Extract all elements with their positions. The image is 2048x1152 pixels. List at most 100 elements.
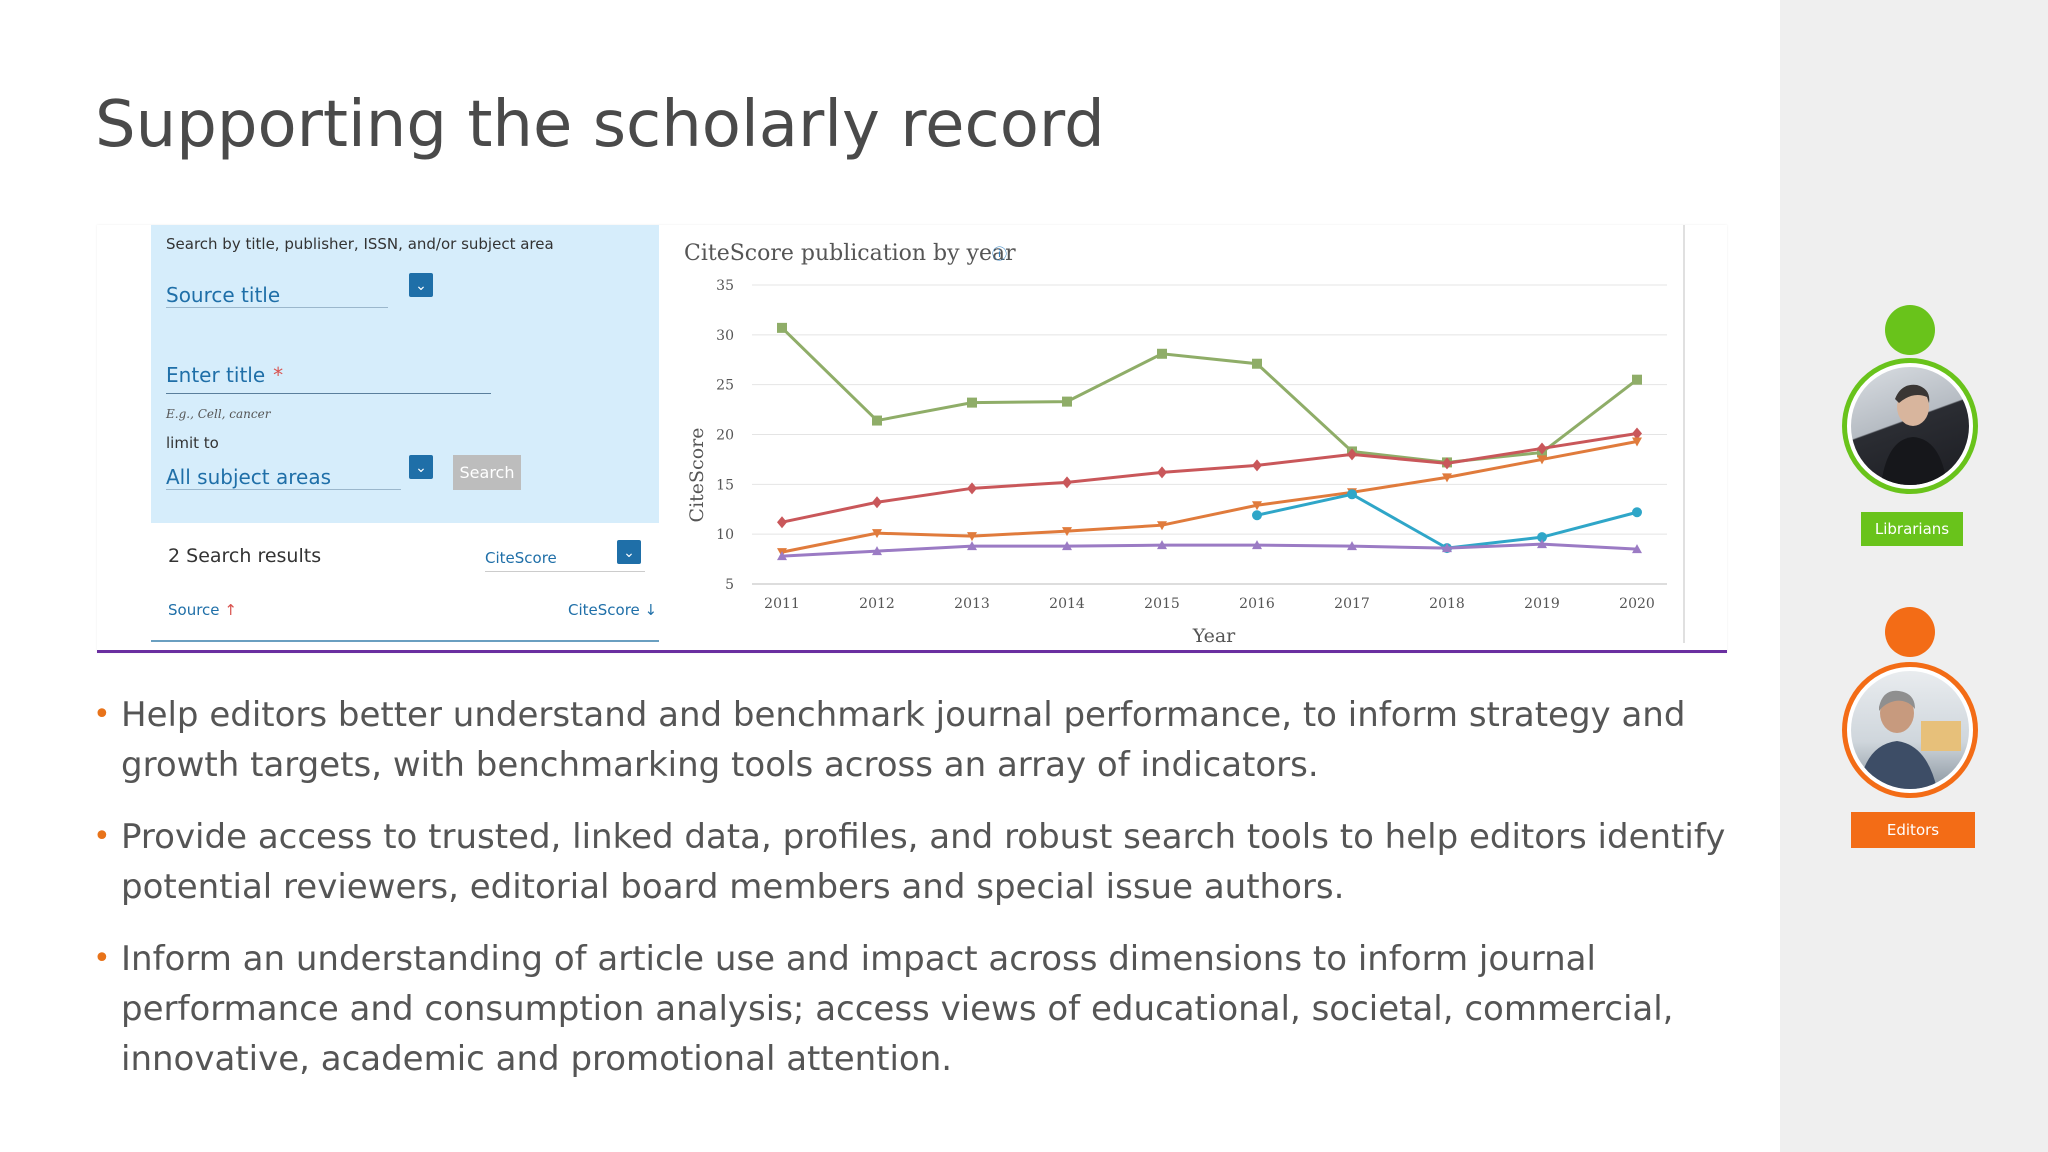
data-point — [1252, 501, 1262, 511]
x-axis-label: Year — [1192, 625, 1236, 647]
data-point — [1157, 348, 1167, 359]
slide: Supporting the scholarly record Search b… — [93, 88, 1733, 1106]
x-tick-labels: 2011 2012 2013 2014 2015 2016 2017 2018 2019 2020 — [764, 596, 1655, 612]
y-tick-label: 30 — [716, 328, 734, 344]
x-tick-label: 2015 — [1144, 596, 1180, 612]
source-title-select[interactable]: Source title — [166, 283, 281, 307]
y-axis-label: CiteScore — [686, 428, 708, 523]
data-point — [1347, 448, 1357, 461]
x-tick-label: 2016 — [1239, 596, 1275, 612]
results-divider — [151, 640, 659, 642]
chart-border — [1683, 225, 1685, 643]
search-button[interactable]: Search — [453, 455, 521, 490]
data-point — [1537, 539, 1547, 549]
info-icon[interactable]: ⓘ — [992, 245, 1007, 263]
y-tick-label: 15 — [716, 477, 734, 493]
limit-to-label: limit to — [166, 434, 219, 452]
source-title-dropdown-icon[interactable]: ⌄ — [409, 273, 433, 297]
librarians-status-dot — [1885, 305, 1935, 355]
bullet-dot: • — [93, 819, 111, 854]
y-tick-label: 5 — [725, 577, 734, 593]
data-point — [967, 532, 977, 542]
series-0 — [777, 322, 1642, 468]
librarians-label: Librarians — [1861, 512, 1963, 546]
bullet-item: • Help editors better understand and benc… — [93, 690, 1733, 790]
y-tick-label: 25 — [716, 378, 734, 394]
y-tick-label: 10 — [716, 527, 734, 543]
series-line — [781, 440, 1638, 554]
embedded-screenshot-panel: Search by title, publisher, ISSN, and/or… — [97, 225, 1727, 653]
source-column-sort[interactable]: Source ↑ — [168, 601, 237, 619]
data-point — [1347, 541, 1357, 551]
data-point — [1537, 532, 1547, 543]
video-sidebar: Librarians Editors — [1780, 0, 2048, 1152]
x-tick-label: 2013 — [954, 596, 990, 612]
sort-by-select[interactable]: CiteScore — [485, 549, 557, 567]
required-mark: * — [273, 363, 284, 387]
data-point — [1252, 540, 1262, 550]
data-point — [1347, 489, 1357, 500]
slide-title: Supporting the scholarly record — [95, 88, 1105, 162]
editors-label: Editors — [1851, 812, 1975, 848]
citescore-chart-svg: CiteScore publication by year ⓘ CiteScor… — [684, 241, 1667, 647]
subject-areas-select[interactable]: All subject areas — [166, 465, 332, 489]
librarians-avatar[interactable] — [1842, 358, 1978, 494]
series-line — [780, 326, 1638, 464]
series-1 — [777, 427, 1642, 529]
data-point — [1062, 396, 1072, 407]
y-tick-labels: 5 10 15 20 25 30 35 — [716, 278, 734, 593]
sort-underline — [485, 571, 645, 572]
y-tick-label: 35 — [716, 278, 734, 294]
data-point — [1632, 507, 1642, 518]
chart-series — [777, 322, 1642, 561]
x-tick-label: 2011 — [764, 596, 800, 612]
subject-areas-underline — [166, 489, 401, 490]
results-count: 2 Search results — [168, 545, 322, 567]
citescore-column-sort[interactable]: CiteScore ↓ — [568, 601, 657, 619]
sort-dropdown-icon[interactable]: ⌄ — [617, 540, 641, 564]
x-tick-label: 2020 — [1619, 596, 1655, 612]
bullet-text: Inform an understanding of article use a… — [121, 939, 1674, 1079]
editor-portrait-icon — [1859, 690, 1961, 789]
data-point — [967, 397, 977, 408]
x-tick-label: 2018 — [1429, 596, 1465, 612]
x-tick-label: 2012 — [859, 596, 895, 612]
enter-title-placeholder: Enter title — [166, 363, 266, 387]
bullet-list: • Help editors better understand and benc… — [93, 690, 1733, 1106]
data-point — [1062, 541, 1072, 551]
data-point — [1252, 459, 1262, 472]
data-point — [1062, 476, 1072, 489]
x-tick-label: 2014 — [1049, 596, 1085, 612]
series-4 — [777, 539, 1642, 561]
chart-title: CiteScore publication by year — [684, 241, 1016, 266]
data-point — [967, 482, 977, 495]
bullet-item: • Provide access to trusted, linked data… — [93, 812, 1733, 912]
data-point — [1632, 437, 1642, 447]
source-search-box: Search by title, publisher, ISSN, and/or… — [151, 225, 659, 523]
data-point — [1632, 427, 1642, 440]
data-point — [777, 551, 787, 561]
data-point — [1632, 544, 1642, 554]
enter-title-input[interactable]: Enter title * — [166, 363, 283, 387]
data-point — [1062, 527, 1072, 537]
bullet-dot: • — [93, 697, 111, 732]
data-point — [1537, 442, 1547, 455]
series-line — [781, 542, 1638, 558]
bullet-dot: • — [93, 941, 111, 976]
data-point — [1157, 540, 1167, 550]
data-point — [777, 322, 787, 333]
bullet-text: Provide access to trusted, linked data, … — [121, 817, 1726, 907]
data-point — [1252, 358, 1262, 369]
data-point — [1442, 543, 1452, 553]
citescore-column-label: CiteScore — [568, 601, 640, 619]
data-point — [1157, 521, 1167, 531]
series-line — [781, 432, 1638, 524]
source-title-underline — [166, 307, 388, 308]
sort-down-arrow-icon: ↓ — [644, 601, 658, 619]
y-tick-label: 20 — [716, 428, 734, 444]
subject-areas-dropdown-icon[interactable]: ⌄ — [409, 455, 433, 479]
librarian-photo — [1851, 367, 1969, 485]
editors-avatar[interactable] — [1842, 662, 1978, 798]
data-point — [872, 529, 882, 539]
data-point — [1632, 374, 1642, 385]
